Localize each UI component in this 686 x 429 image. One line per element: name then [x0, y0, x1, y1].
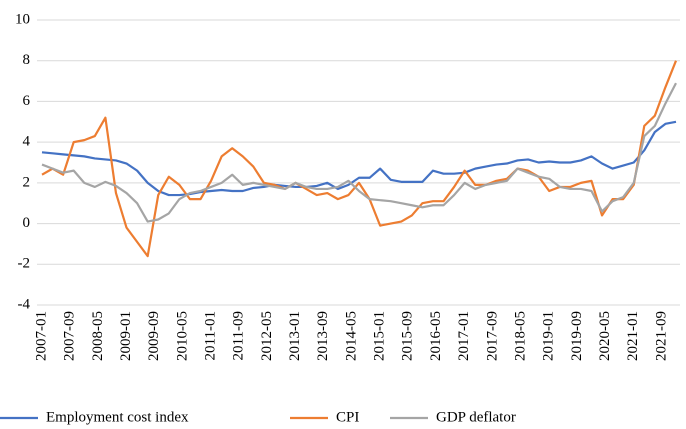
x-tick-label: 2007-09: [62, 311, 78, 361]
x-tick-label: 2009-01: [118, 311, 134, 361]
legend-label: CPI: [336, 409, 359, 425]
x-tick-label: 2019-09: [569, 311, 585, 361]
y-tick-label: 6: [23, 93, 31, 109]
legend-label: Employment cost index: [46, 409, 189, 425]
x-tick-label: 2011-01: [203, 311, 219, 360]
y-tick-label: 2: [23, 174, 31, 190]
y-tick-label: -4: [18, 296, 31, 312]
x-tick-label: 2018-05: [512, 311, 528, 361]
x-tick-label: 2017-01: [456, 311, 472, 361]
legend-label: GDP deflator: [436, 409, 516, 425]
x-tick-label: 2015-09: [400, 311, 416, 361]
x-tick-label: 2007-01: [33, 311, 49, 361]
x-tick-label: 2021-09: [653, 311, 669, 361]
x-tick-label: 2017-09: [484, 311, 500, 361]
x-tick-label: 2011-09: [231, 311, 247, 360]
series-line: [41, 82, 677, 223]
x-tick-label: 2016-05: [428, 311, 444, 361]
x-tick-label: 2020-05: [597, 311, 613, 361]
y-tick-label: 10: [15, 11, 30, 27]
x-tick-label: 2012-05: [259, 311, 275, 361]
x-tick-label: 2008-05: [90, 311, 106, 361]
x-tick-label: 2010-05: [174, 311, 190, 361]
series-line: [41, 120, 677, 197]
x-tick-label: 2015-01: [372, 311, 388, 361]
y-tick-label: -2: [18, 256, 31, 272]
x-tick-label: 2013-01: [287, 311, 303, 361]
y-tick-label: 8: [23, 52, 31, 68]
y-tick-label: 0: [23, 215, 31, 231]
series-line: [41, 60, 678, 258]
x-tick-label: 2019-01: [541, 311, 557, 361]
y-tick-label: 4: [23, 134, 31, 150]
x-tick-label: 2013-09: [315, 311, 331, 361]
x-tick-label: 2009-09: [146, 311, 162, 361]
x-tick-label: 2021-01: [625, 311, 641, 361]
x-tick-label: 2014-05: [343, 311, 359, 361]
